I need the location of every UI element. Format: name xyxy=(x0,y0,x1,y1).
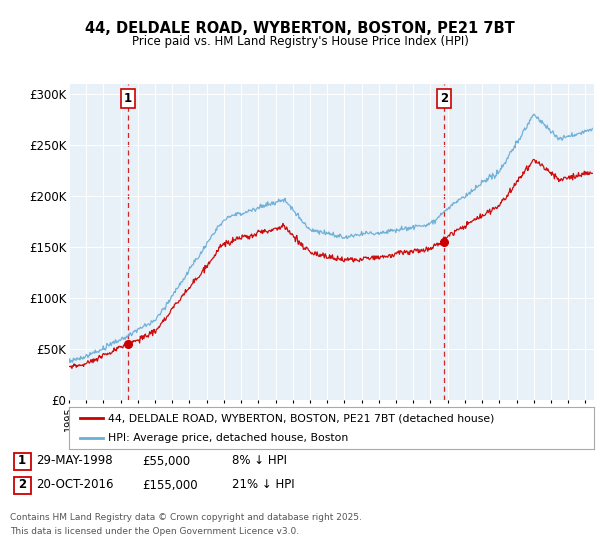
Text: 1: 1 xyxy=(124,92,132,105)
Text: Price paid vs. HM Land Registry's House Price Index (HPI): Price paid vs. HM Land Registry's House … xyxy=(131,35,469,48)
Text: 1: 1 xyxy=(18,455,26,468)
FancyBboxPatch shape xyxy=(14,452,31,469)
Text: 29-MAY-1998: 29-MAY-1998 xyxy=(36,455,113,468)
Text: 44, DELDALE ROAD, WYBERTON, BOSTON, PE21 7BT: 44, DELDALE ROAD, WYBERTON, BOSTON, PE21… xyxy=(85,21,515,36)
FancyBboxPatch shape xyxy=(14,477,31,493)
Text: 20-OCT-2016: 20-OCT-2016 xyxy=(36,478,113,492)
Text: £55,000: £55,000 xyxy=(142,455,190,468)
Text: 2: 2 xyxy=(18,478,26,492)
Text: 8% ↓ HPI: 8% ↓ HPI xyxy=(232,455,287,468)
Text: 21% ↓ HPI: 21% ↓ HPI xyxy=(232,478,295,492)
Text: 2: 2 xyxy=(440,92,448,105)
Text: £155,000: £155,000 xyxy=(142,478,197,492)
Text: 44, DELDALE ROAD, WYBERTON, BOSTON, PE21 7BT (detached house): 44, DELDALE ROAD, WYBERTON, BOSTON, PE21… xyxy=(109,413,495,423)
Text: HPI: Average price, detached house, Boston: HPI: Average price, detached house, Bost… xyxy=(109,433,349,443)
Text: Contains HM Land Registry data © Crown copyright and database right 2025.: Contains HM Land Registry data © Crown c… xyxy=(10,514,362,522)
Text: This data is licensed under the Open Government Licence v3.0.: This data is licensed under the Open Gov… xyxy=(10,528,299,536)
